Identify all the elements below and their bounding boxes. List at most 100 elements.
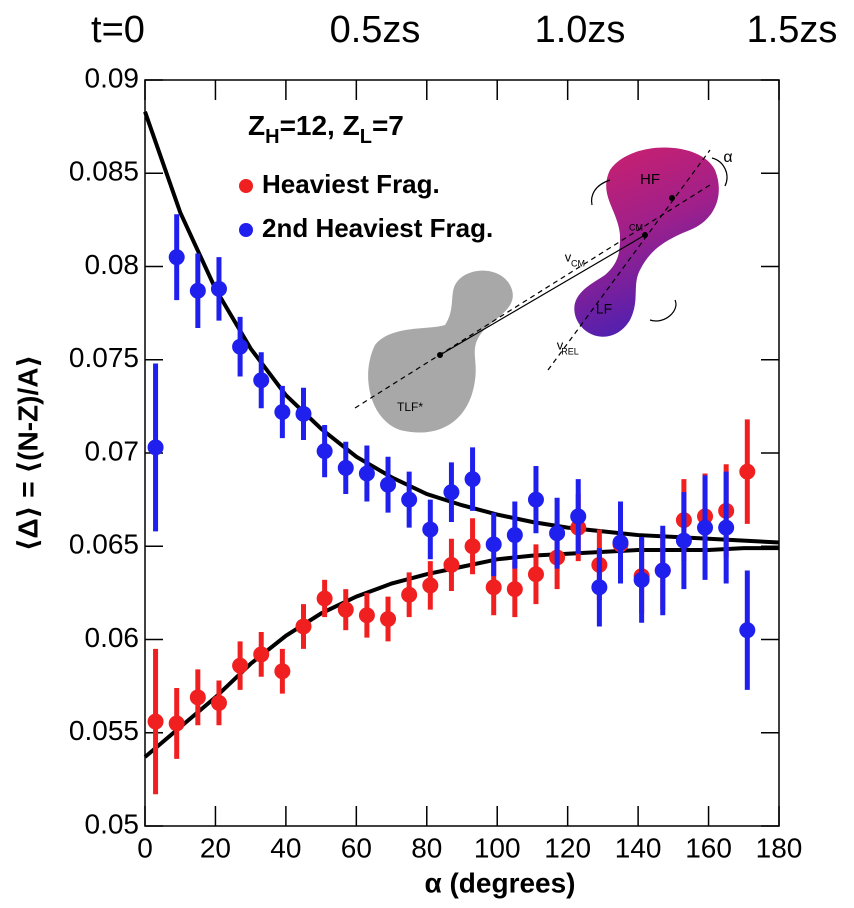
inset-label: LF xyxy=(596,301,612,317)
x-tick-label: 0 xyxy=(137,832,153,863)
inset-label: CM xyxy=(571,258,585,268)
data-point xyxy=(337,601,354,618)
data-point xyxy=(189,282,206,299)
y-tick-label: 0.075 xyxy=(69,342,139,373)
tlf-shape xyxy=(368,270,513,433)
data-point xyxy=(506,527,523,544)
x-tick-label: 140 xyxy=(615,832,662,863)
data-point xyxy=(422,577,439,594)
annotation-part: =7 xyxy=(372,110,404,141)
data-point xyxy=(401,586,418,603)
data-point xyxy=(485,536,502,553)
data-point xyxy=(380,610,397,627)
y-tick-label: 0.07 xyxy=(85,435,140,466)
data-point xyxy=(316,590,333,607)
data-point xyxy=(739,463,756,480)
top-label: 1.5zs xyxy=(747,9,838,51)
y-tick-label: 0.065 xyxy=(69,529,139,560)
data-point xyxy=(358,465,375,482)
data-point xyxy=(147,439,164,456)
inset-label: v xyxy=(557,337,564,352)
data-point xyxy=(464,471,481,488)
data-point xyxy=(591,579,608,596)
annotation-part: H xyxy=(265,126,279,148)
x-tick-label: 160 xyxy=(685,832,732,863)
data-point xyxy=(274,663,291,680)
x-tick-label: 60 xyxy=(341,832,372,863)
y-tick-label: 0.06 xyxy=(85,622,140,653)
data-point xyxy=(380,476,397,493)
annotation: ZH=12, ZL=7 xyxy=(248,110,404,148)
angle-arc xyxy=(711,157,728,187)
rotation-arrow xyxy=(590,179,611,206)
data-point xyxy=(527,566,544,583)
rel-line xyxy=(547,149,711,371)
axis-line xyxy=(354,184,711,409)
data-point xyxy=(253,372,270,389)
inset-label: HF xyxy=(640,171,660,188)
data-point xyxy=(168,249,185,266)
data-point xyxy=(316,443,333,460)
data-point xyxy=(527,491,544,508)
x-tick-label: 120 xyxy=(544,832,591,863)
x-tick-label: 20 xyxy=(200,832,231,863)
data-point xyxy=(210,280,227,297)
center-dot xyxy=(642,232,648,238)
data-point xyxy=(337,459,354,476)
inset-diagram xyxy=(354,147,728,433)
y-tick-label: 0.085 xyxy=(69,156,139,187)
x-axis-label: α (degrees) xyxy=(424,867,575,898)
center-dot xyxy=(669,195,675,201)
data-point xyxy=(401,491,418,508)
data-point xyxy=(232,657,249,674)
data-point xyxy=(168,715,185,732)
data-point xyxy=(739,622,756,639)
inset-label: v xyxy=(565,249,572,264)
data-point xyxy=(443,556,460,573)
fit-curve xyxy=(143,546,779,759)
data-point xyxy=(295,618,312,635)
fragment-shape xyxy=(574,147,719,337)
y-tick-label: 0.05 xyxy=(85,808,140,839)
data-point xyxy=(718,519,735,536)
y-axis-label: ⟨Δ⟩ = ⟨(N-Z)/A⟩ xyxy=(12,355,43,552)
annotation-part: Z xyxy=(248,110,265,141)
x-tick-label: 180 xyxy=(756,832,803,863)
data-point xyxy=(675,532,692,549)
legend-marker xyxy=(239,179,253,193)
legend-label: 2nd Heaviest Frag. xyxy=(262,213,493,243)
data-point xyxy=(464,538,481,555)
data-point xyxy=(612,534,629,551)
inset-label: CM xyxy=(629,222,643,232)
data-point xyxy=(633,571,650,588)
data-point xyxy=(147,713,164,730)
data-point xyxy=(443,484,460,501)
rotation-arrow xyxy=(649,299,677,322)
data-point xyxy=(358,607,375,624)
annotation-part: L xyxy=(360,126,372,148)
data-point xyxy=(506,581,523,598)
data-point xyxy=(485,579,502,596)
x-tick-label: 80 xyxy=(411,832,442,863)
data-point xyxy=(189,689,206,706)
data-point xyxy=(422,521,439,538)
data-point xyxy=(295,405,312,422)
y-tick-label: 0.09 xyxy=(85,62,140,93)
data-point xyxy=(570,508,587,525)
data-point xyxy=(210,694,227,711)
top-label: 0.5zs xyxy=(330,9,421,51)
annotation-part: =12, Z xyxy=(280,110,360,141)
top-label: t=0 xyxy=(91,9,145,51)
x-tick-label: 100 xyxy=(474,832,521,863)
data-point xyxy=(697,519,714,536)
fit-curve xyxy=(143,111,780,545)
data-point xyxy=(274,403,291,420)
inset-label: REL xyxy=(561,346,579,356)
inset-label: α xyxy=(723,149,732,166)
legend-label: Heaviest Frag. xyxy=(262,169,440,199)
center-dot xyxy=(437,352,443,358)
data-point xyxy=(253,646,270,663)
y-tick-label: 0.055 xyxy=(69,715,139,746)
legend-marker xyxy=(239,223,253,237)
